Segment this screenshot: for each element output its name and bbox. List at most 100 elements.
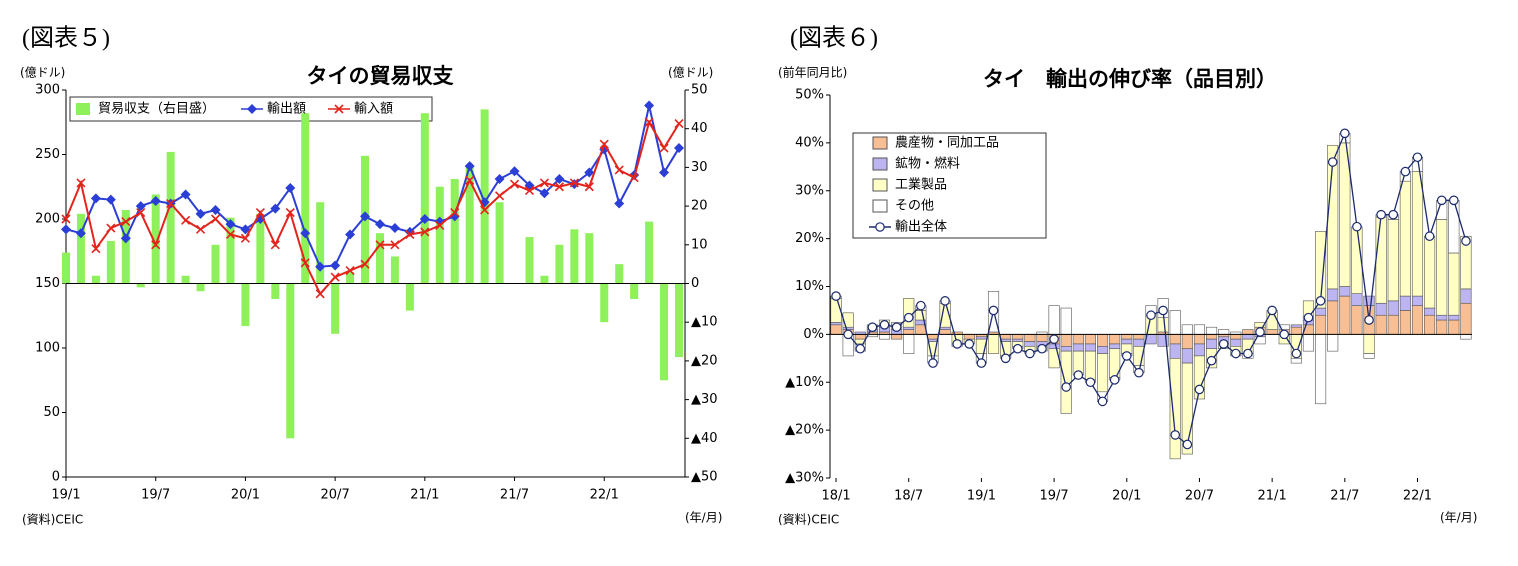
bar	[1363, 334, 1375, 354]
point	[120, 233, 131, 244]
x-tick-label: 21/7	[1330, 489, 1359, 504]
point	[964, 339, 975, 349]
source: (資料)CEIC	[778, 513, 839, 527]
point	[1097, 396, 1108, 407]
bar	[1351, 293, 1363, 306]
bar	[903, 334, 915, 354]
chart-title: タイ 輸出の伸び率（品目別）	[983, 67, 1277, 91]
y-tick-label: 0	[52, 470, 60, 485]
bar	[1448, 200, 1460, 254]
point	[375, 240, 385, 250]
bar	[1230, 338, 1242, 347]
point	[374, 219, 385, 230]
bar	[1084, 350, 1096, 381]
y2-tick-label: ▲40	[691, 431, 718, 446]
bar	[1206, 326, 1218, 335]
bar	[211, 244, 220, 284]
bar	[1121, 334, 1133, 340]
point	[1049, 334, 1059, 344]
point	[1170, 430, 1181, 440]
chart-title: タイの貿易収支	[307, 64, 455, 88]
bar	[854, 334, 866, 340]
point	[1315, 296, 1326, 306]
bar	[660, 283, 669, 381]
bar	[1375, 314, 1387, 335]
y2-tick-label: 20	[691, 199, 708, 214]
point	[61, 214, 71, 224]
bar	[166, 151, 175, 284]
point	[1376, 209, 1386, 220]
x-tick-label: 18/1	[821, 489, 850, 504]
bar	[1181, 334, 1193, 350]
y-tick-label: ▲20%	[785, 423, 824, 438]
bar	[915, 324, 927, 335]
bar	[1169, 310, 1181, 335]
bar	[1266, 329, 1278, 335]
bar	[1242, 334, 1254, 340]
bar	[1315, 314, 1327, 335]
point	[831, 291, 841, 301]
bar	[1084, 343, 1096, 352]
point	[334, 104, 344, 114]
point	[420, 227, 430, 237]
point	[270, 203, 281, 214]
point	[1218, 339, 1229, 349]
y2-tick-label: ▲50	[691, 470, 718, 485]
x-tick-label: 21/7	[500, 488, 529, 503]
bar	[1242, 329, 1254, 335]
point	[1000, 353, 1011, 364]
point	[1146, 310, 1156, 321]
bar	[1121, 338, 1133, 345]
legend-label: 鉱物・燃料	[895, 156, 960, 172]
bar	[939, 329, 951, 335]
bar	[136, 283, 145, 288]
bar	[62, 252, 70, 284]
bar	[1424, 235, 1436, 309]
x-tick-label: 22/1	[590, 488, 619, 503]
point	[1279, 329, 1290, 340]
bar	[1424, 314, 1436, 335]
point	[106, 223, 116, 233]
point	[1073, 370, 1084, 380]
bar	[927, 334, 939, 340]
bar	[600, 283, 609, 323]
bar	[1387, 219, 1399, 302]
bar	[1145, 334, 1157, 345]
point	[1388, 209, 1399, 220]
bar	[196, 283, 205, 292]
y2-axis-label: (億ドル)	[668, 66, 713, 80]
point	[674, 118, 684, 129]
source: (資料)CEIC	[22, 513, 83, 527]
legend-label: 輸出全体	[895, 219, 947, 235]
point	[554, 174, 565, 185]
legend-label: 工業製品	[895, 177, 947, 193]
x-tick-label: 21/1	[410, 488, 439, 503]
point	[1340, 128, 1350, 139]
bar	[151, 194, 160, 284]
point	[390, 240, 400, 250]
bar	[405, 283, 414, 311]
point	[90, 193, 101, 204]
point	[1461, 236, 1471, 246]
point	[136, 207, 146, 218]
x-tick-label: 22/1	[1403, 489, 1432, 504]
bar	[375, 233, 384, 284]
bar	[256, 213, 265, 284]
bar	[435, 186, 444, 284]
x-tick-label: 20/7	[1185, 489, 1214, 504]
bar	[1315, 231, 1327, 309]
bar	[1048, 343, 1060, 350]
bar	[1169, 358, 1181, 460]
point	[1291, 348, 1302, 359]
point	[1121, 351, 1132, 361]
bar	[1072, 343, 1084, 352]
bar	[390, 256, 399, 284]
bar	[301, 113, 310, 284]
point	[225, 229, 236, 240]
legend-label: 輸入額	[354, 102, 393, 117]
bar	[830, 322, 842, 326]
point	[644, 100, 655, 111]
legend-label: その他	[895, 199, 934, 214]
bar	[1218, 329, 1230, 335]
point	[1134, 367, 1144, 378]
